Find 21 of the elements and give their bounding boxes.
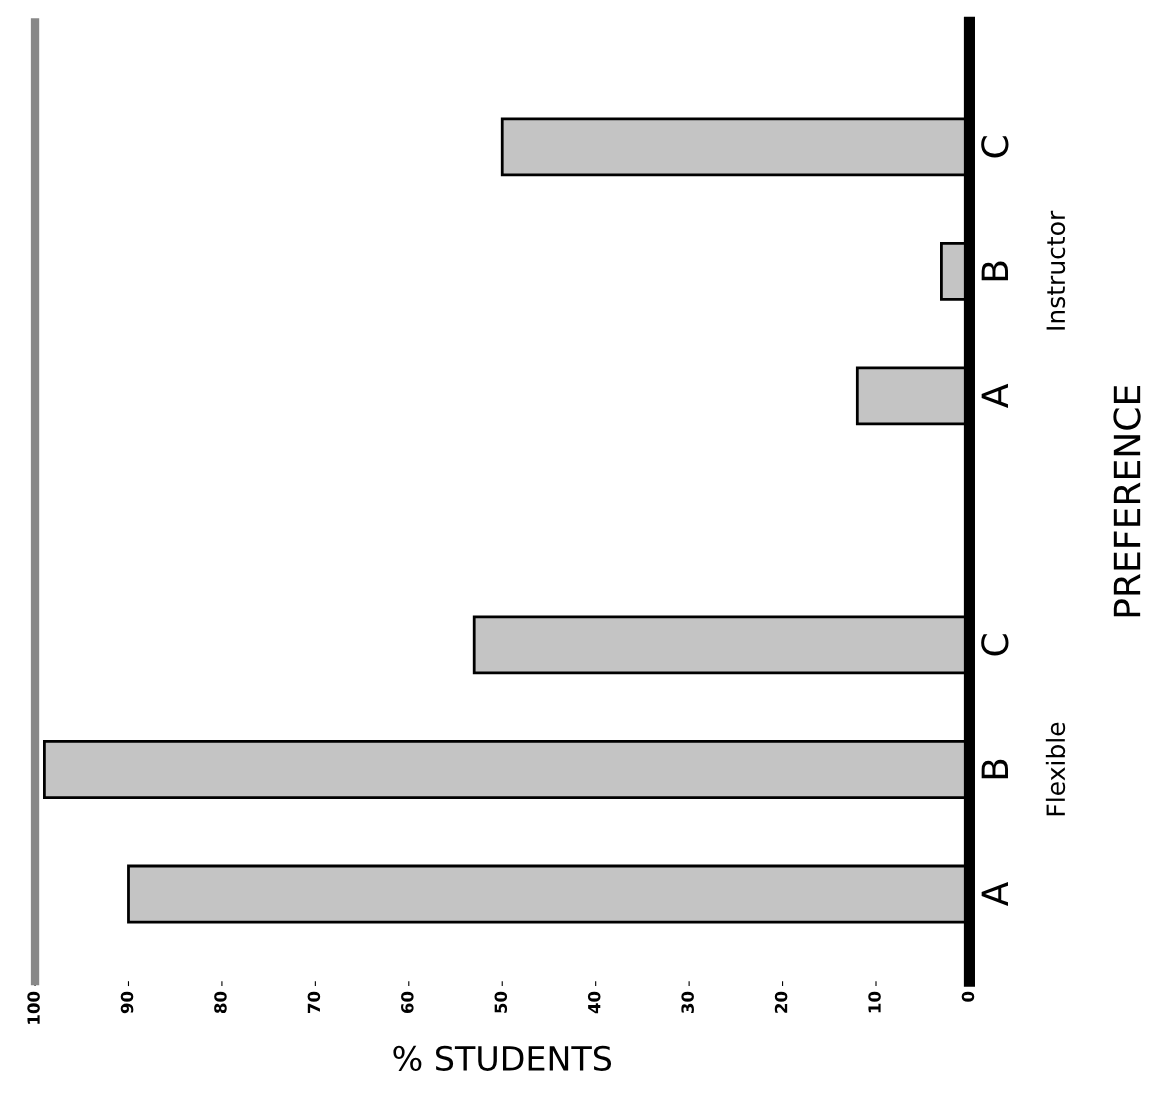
- x-tick-label: 30: [681, 991, 694, 1013]
- x-tick-label: 100: [27, 991, 40, 1024]
- x-tick-label: 20: [774, 991, 788, 1013]
- y-tick-label: C: [981, 136, 1009, 158]
- y-tick-label: B: [981, 759, 1008, 779]
- y-tick-label: A: [981, 383, 1008, 408]
- y-tick-label: A: [981, 881, 1008, 907]
- y-tick-label: B: [981, 261, 1008, 281]
- x-tick-label: 10: [868, 991, 881, 1013]
- text: Instructor: [1046, 210, 1066, 330]
- x-tick-label: 90: [120, 991, 134, 1014]
- x-tick-label: 60: [401, 991, 414, 1014]
- text: Flexible: [1045, 722, 1066, 816]
- x-tick-label: 0: [961, 991, 975, 1002]
- y-tick-label: C: [981, 634, 1009, 656]
- x-tick-label: 70: [307, 991, 321, 1013]
- x-tick-label: 40: [587, 991, 601, 1014]
- y-axis-title: PREFERENCE: [1113, 385, 1141, 617]
- x-tick-label: 50: [494, 991, 508, 1013]
- x-axis-title: % STUDENTS: [393, 1045, 612, 1071]
- x-tick-label: 80: [214, 991, 227, 1014]
